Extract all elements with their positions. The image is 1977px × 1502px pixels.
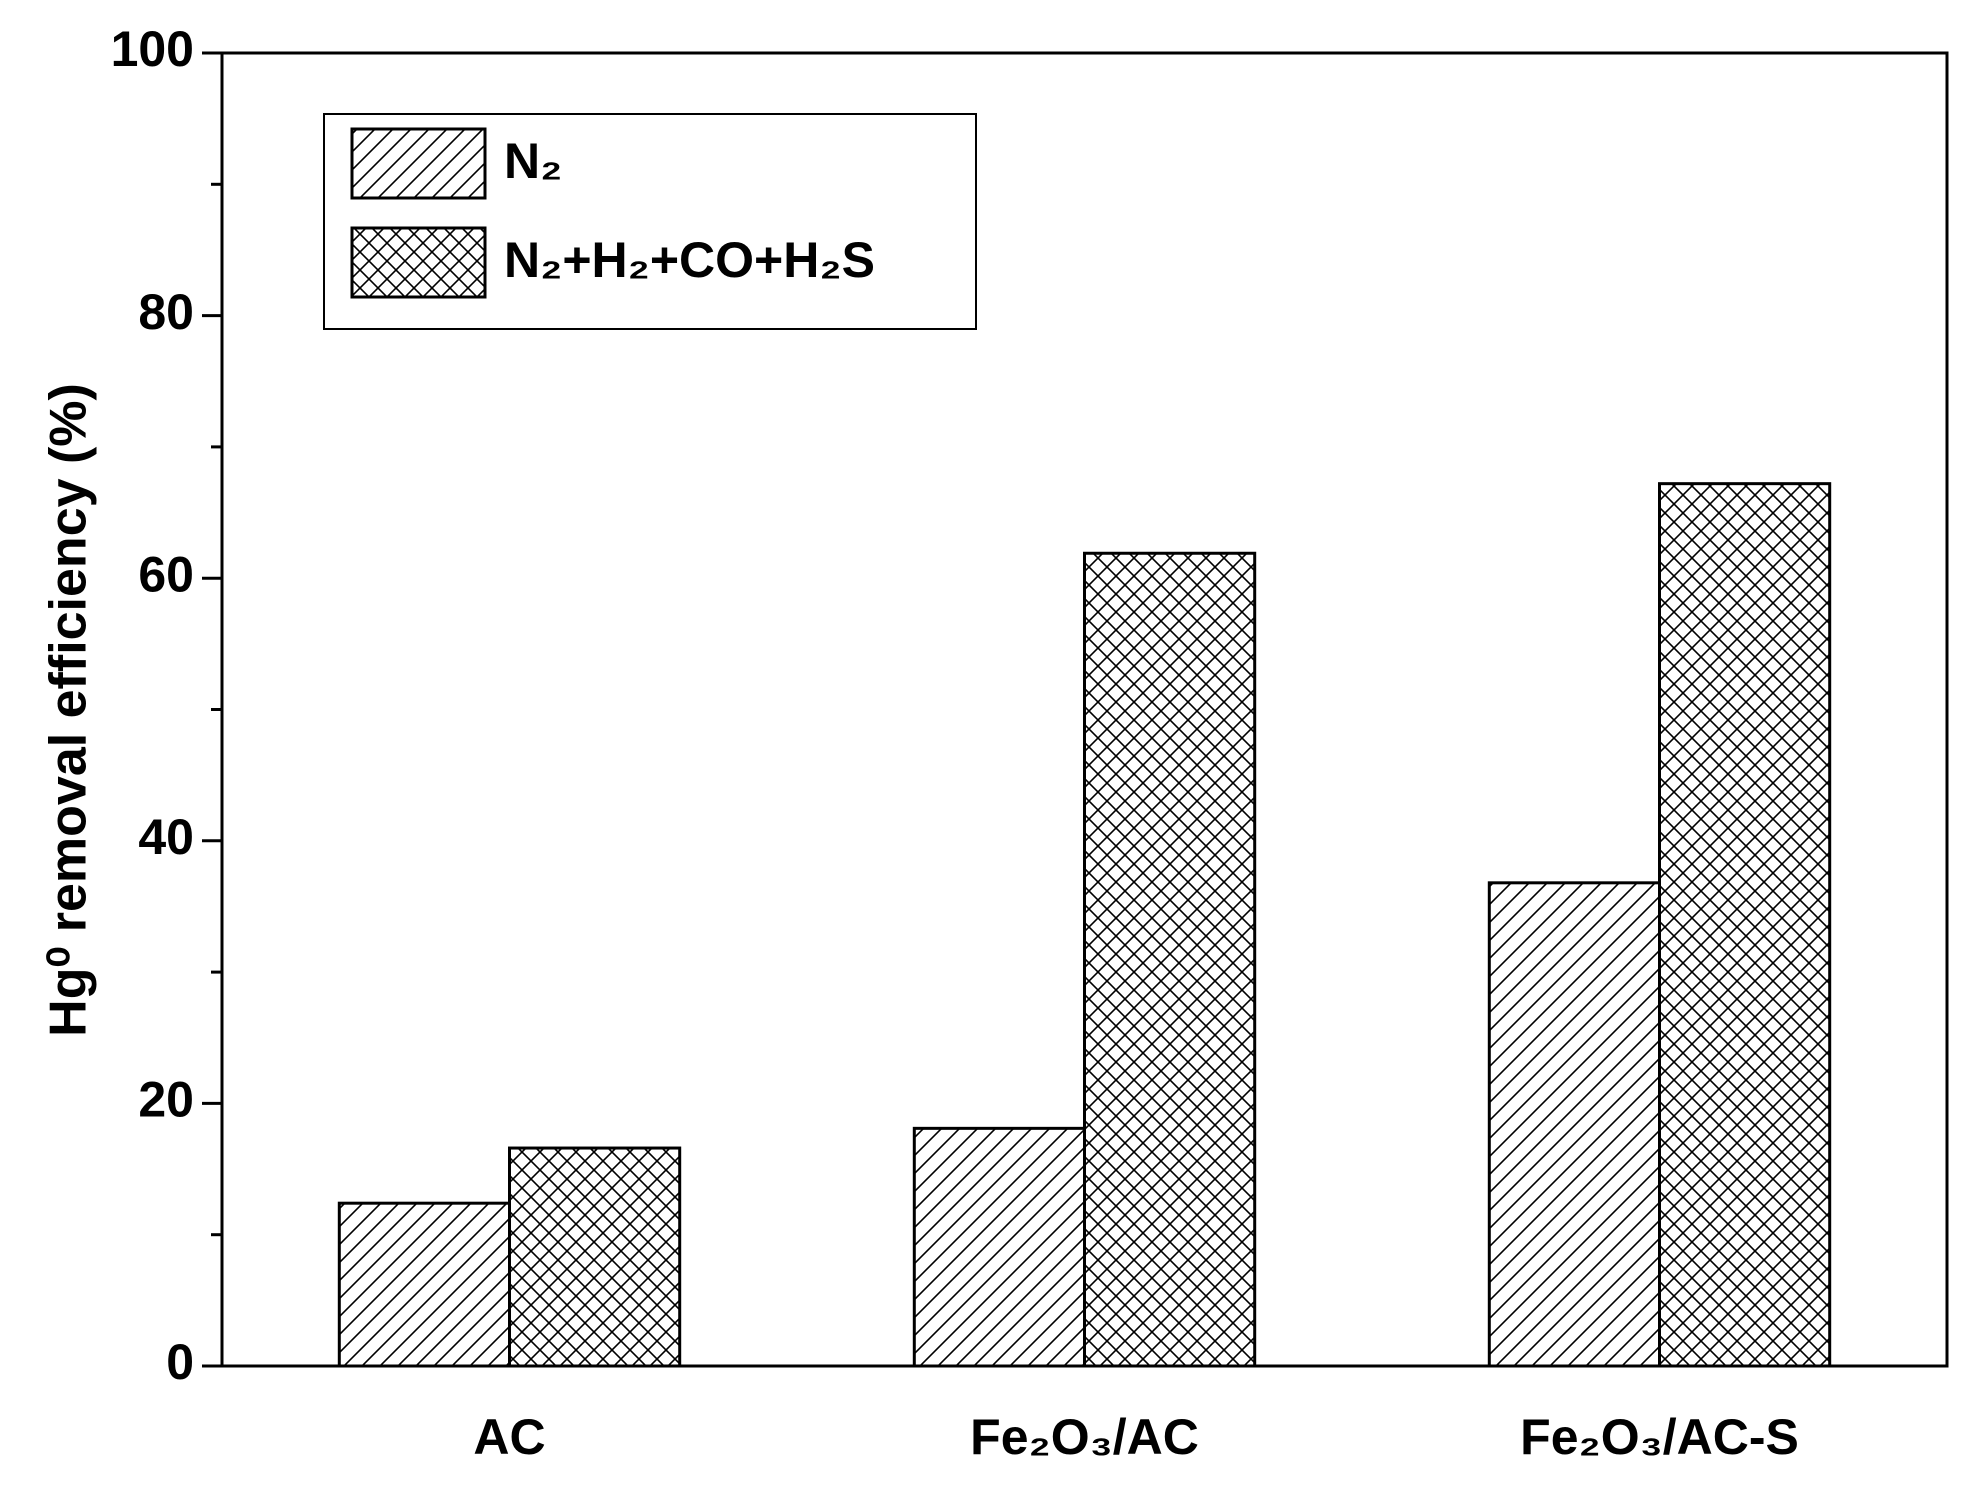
y-tick-label: 60 (138, 546, 194, 602)
y-tick-label: 100 (111, 21, 194, 77)
x-tick-label: Fe₂O₃/AC-S (1520, 1409, 1799, 1465)
legend-swatch (350, 127, 487, 200)
legend-swatch (350, 226, 487, 299)
legend-label: N₂+H₂+CO+H₂S (504, 232, 875, 288)
x-tick-label: Fe₂O₃/AC (970, 1409, 1199, 1465)
bar (912, 1126, 1086, 1368)
bar (1487, 881, 1662, 1368)
x-tick-label: AC (473, 1409, 545, 1465)
plot-frame (220, 51, 1949, 1368)
y-tick-label: 20 (138, 1072, 194, 1128)
bar (508, 1146, 682, 1368)
y-tick-label: 80 (138, 284, 194, 340)
legend-label: N₂ (504, 133, 562, 189)
y-tick-label: 0 (166, 1334, 194, 1390)
bar (1083, 551, 1257, 1368)
y-tick-label: 40 (138, 809, 194, 865)
bar (337, 1201, 511, 1368)
bar (1658, 482, 1832, 1368)
y-axis-label: Hg⁰ removal efficiency (%) (40, 383, 98, 1037)
